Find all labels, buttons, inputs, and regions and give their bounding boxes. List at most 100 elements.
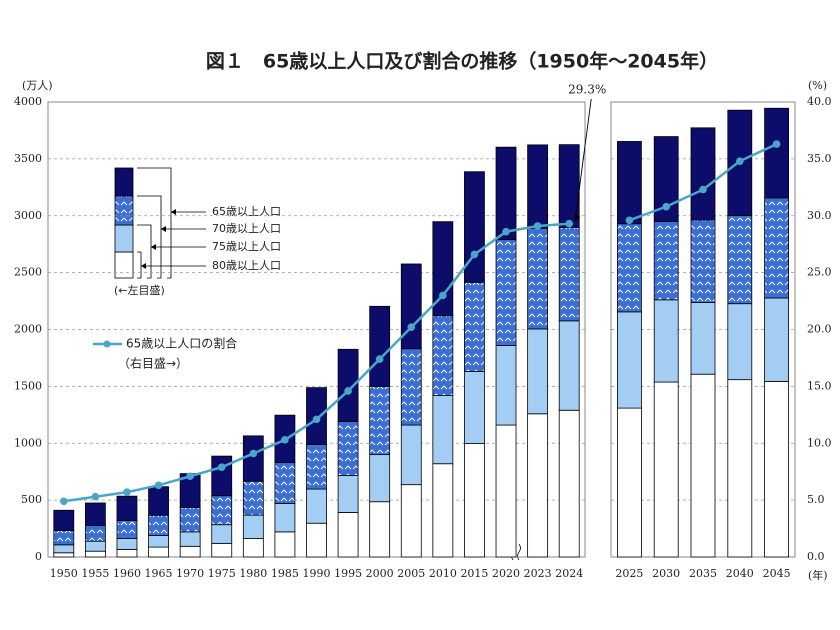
bar-segment [527,328,549,415]
bar-segment [727,379,753,558]
annotation: 29.3% [568,83,606,97]
bar-segment [116,520,138,539]
legend-label: 75歳以上人口 [212,240,281,253]
x-tick-label: 1980 [239,567,267,580]
bar-segment [84,502,106,526]
bar-segment [211,495,233,526]
line-marker [502,227,510,236]
bar-segment [53,529,75,546]
x-tick-label: 2025 [615,567,643,580]
bar-segment [400,348,422,426]
bar-segment [242,480,264,516]
line-marker [154,481,163,490]
y2-tick-label: 5.0 [807,493,825,506]
bar-segment [690,219,716,303]
bar-segment [617,311,642,409]
bar-segment [653,221,679,301]
line-marker [59,497,68,506]
x-tick-label: 2005 [397,567,425,580]
bar-segment [53,544,75,554]
bar-segment [727,215,753,305]
y2-tick-label: 30.0 [807,209,832,222]
y2-tick-label: 25.0 [807,266,832,279]
legend-label: 65歳以上人口 [212,205,281,218]
line-marker [344,387,352,395]
line-marker [439,291,447,300]
x-tick-label: 1950 [50,567,78,580]
bar-segment [527,144,549,229]
bar-segment [53,509,75,531]
bar-segment [764,380,789,558]
plot-area: 0.0 5.0 10.0 15.0 20.0 25.0 30.0 35.0 40.0 2025 20… [610,95,832,580]
y-tick-label: 2000 [14,323,42,336]
y-tick-label: 500 [21,493,42,506]
bar-segment [690,302,716,375]
bar-segment [211,542,233,558]
y2-tick-label: 35.0 [807,152,832,165]
bar-segment [242,538,264,558]
line-marker [186,472,194,481]
line-marker [217,463,226,471]
bar-segment [764,297,789,382]
line-marker [565,219,574,228]
bar-segment [148,546,169,558]
bar-segment [306,522,327,558]
line-marker [249,449,258,458]
line-marker [533,222,542,230]
x-tick-label: 2020 [492,567,520,580]
x-tick-label: 1990 [303,567,331,580]
annotation-arrowhead [574,213,581,221]
bar-segment [116,548,138,558]
legend-swatch [114,195,134,226]
y2-tick-label: 10.0 [807,436,832,449]
line-marker [662,202,670,211]
bar-segment [558,226,580,322]
line-marker [625,216,634,225]
bar-segment [179,531,201,547]
plot-area: 0 500 1000 1500 2000 2500 3000 3500 4000 1950 1955… [14,83,606,581]
bar-segment [432,395,454,465]
legend-swatch [114,224,134,253]
x-tick-label: 1965 [145,567,173,580]
bar-segment [432,315,454,396]
y-axis-label: (万人) [22,79,53,92]
legend-swatch [114,167,134,197]
bar-segment [337,512,359,558]
x-tick-label: 2045 [763,567,791,580]
bar-segment [495,424,517,558]
bar-segment [211,524,233,544]
line-marker [123,488,131,496]
legend: 65歳以上人口 70歳以上人口 75歳以上人口 80歳以上人口 (←左目盛) 6… [93,167,281,371]
bar-segment [527,227,549,330]
y-tick-label: 2500 [14,266,42,279]
bar-segment [400,484,422,558]
bar-segment [242,514,264,539]
bar-segment [690,127,716,221]
bar-segment [274,462,296,504]
y-tick-label: 3500 [14,152,42,165]
bar-segment [369,501,391,558]
line-marker [772,140,781,148]
legend-label: 70歳以上人口 [212,222,281,235]
y2-axis-label: (%) [808,79,827,92]
bar-segment [495,345,517,426]
bar-segment [116,495,138,521]
legend-brackets [137,167,206,279]
bar-segment [306,488,327,524]
line-marker [312,415,321,424]
bar-segment [464,171,485,283]
bar-segment [558,409,580,558]
bar-segment [690,373,716,558]
x-tick-label: 1970 [176,567,204,580]
bar-segment [53,552,75,558]
bar-segment [306,444,327,490]
y-tick-label: 0 [35,550,42,563]
bar-segment [337,348,359,422]
bar-segment [617,223,642,313]
y2-tick-label: 20.0 [807,323,832,336]
bar-segment [432,221,454,317]
bar-segment [84,524,106,542]
x-tick-label: 2035 [689,567,717,580]
